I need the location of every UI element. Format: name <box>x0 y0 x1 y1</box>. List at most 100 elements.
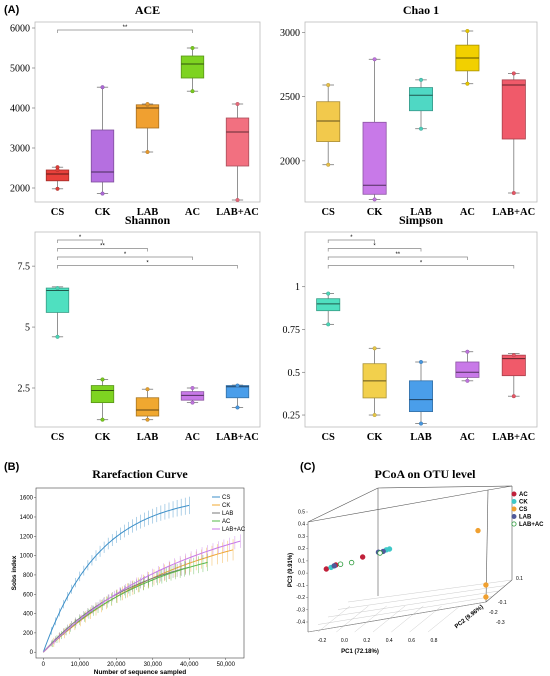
x-tick-label: 0.2 <box>363 638 370 644</box>
significance-label: ** <box>100 244 105 250</box>
panel-label-a: (A) <box>4 4 20 16</box>
box-ck <box>90 385 115 404</box>
y-axis-label: PC3 (9.91%) <box>288 553 294 587</box>
legend-label: LAB <box>222 511 233 517</box>
x-tick-label: 0.4 <box>386 638 393 644</box>
z-axis-label: PC2 (9.96%) <box>454 604 485 630</box>
category-label: AC <box>460 432 475 443</box>
significance-label: * <box>79 235 82 241</box>
point-ac <box>359 554 366 560</box>
y-tick-label: 2000 <box>10 184 30 195</box>
category-label: CS <box>51 432 65 443</box>
y-tick-label: 400 <box>23 612 34 618</box>
data-point <box>145 149 150 154</box>
data-point <box>235 405 240 410</box>
y-tick-label: 2.5 <box>18 384 31 395</box>
category-label: LAB+AC <box>216 432 259 443</box>
y-tick-label: 3000 <box>280 28 300 39</box>
data-point <box>55 286 60 291</box>
data-point <box>100 417 105 422</box>
y-tick-label: 0 <box>30 650 34 656</box>
x-tick-label: 20,000 <box>107 662 126 668</box>
cube-edge <box>377 485 513 489</box>
data-point <box>235 197 240 202</box>
x-tick-label: 10,000 <box>71 662 90 668</box>
y-tick-label: -0.4 <box>296 620 305 626</box>
y-tick-label: 1600 <box>20 496 34 502</box>
legend-label: LAB+AC <box>519 522 544 528</box>
significance-bracket <box>57 256 193 260</box>
y-tick-label: 0.5 <box>288 368 301 379</box>
box-lab <box>408 87 433 112</box>
z-tick-label: -0.1 <box>498 600 507 606</box>
significance-label: * <box>350 235 353 241</box>
legend-label: LAB+AC <box>222 527 246 533</box>
point-lab <box>331 563 337 569</box>
floor-grid-line <box>354 605 387 633</box>
category-label: LAB <box>137 207 159 218</box>
x-tick-label: -0.2 <box>318 638 327 644</box>
floor-grid-line <box>372 605 406 633</box>
data-point <box>326 162 331 167</box>
y-tick-label: 4000 <box>10 104 30 115</box>
chart-title: ACE <box>135 3 160 17</box>
box-ac <box>180 391 205 401</box>
category-label: LAB+AC <box>492 432 535 443</box>
significance-bracket <box>327 248 422 252</box>
x-tick-label: 0 <box>42 662 46 668</box>
category-label: CS <box>321 207 335 218</box>
y-axis-label: Sobs index <box>11 555 18 590</box>
significance-bracket <box>327 256 468 260</box>
series-line-lab-ac <box>42 540 241 653</box>
y-tick-label: 2500 <box>280 92 300 103</box>
chart-title: Shannon <box>125 213 171 227</box>
data-point <box>465 81 470 86</box>
panel-label-c: (C) <box>300 461 316 473</box>
category-label: CK <box>95 207 112 218</box>
category-label: CS <box>51 207 65 218</box>
data-point <box>326 291 331 296</box>
legend-label: AC <box>222 519 231 525</box>
series-line-ck <box>42 549 234 653</box>
data-point <box>372 346 377 351</box>
data-point <box>100 377 105 382</box>
floor-grid-line <box>337 585 506 610</box>
y-tick-label: 5 <box>25 323 30 334</box>
legend-marker <box>511 506 517 512</box>
box-ck <box>90 129 115 183</box>
category-label: AC <box>460 207 475 218</box>
significance-label: * <box>146 261 149 267</box>
legend-marker <box>511 498 517 504</box>
series-line-lab <box>42 566 190 653</box>
ace-boxplot: ACE 2000 3000 4000 5000 6000 CS CK LAB AC LAB+AC ** <box>10 3 261 218</box>
plot-frame <box>34 21 261 203</box>
y-tick-label: 800 <box>23 573 34 579</box>
legend-label: LAB <box>519 515 532 521</box>
category-label: LAB+AC <box>492 207 535 218</box>
data-point <box>190 89 195 94</box>
legend-label: CK <box>519 500 528 506</box>
data-point <box>465 29 470 34</box>
category-label: LAB <box>410 432 432 443</box>
point-lab-ac <box>337 561 344 567</box>
y-tick-label: 0.5 <box>298 510 305 516</box>
data-point <box>419 360 424 365</box>
y-tick-label: 0.2 <box>298 546 305 552</box>
category-label: CS <box>321 432 335 443</box>
significance-label: * <box>420 261 423 267</box>
box-ac <box>455 361 480 378</box>
legend-marker <box>511 514 517 520</box>
significance-bracket <box>327 239 375 243</box>
data-point <box>55 334 60 339</box>
point-cs <box>483 594 489 600</box>
data-point <box>326 82 331 87</box>
category-label: LAB <box>410 207 432 218</box>
y-tick-label: 600 <box>23 592 34 598</box>
category-label: LAB+AC <box>216 207 259 218</box>
category-label: CK <box>95 432 112 443</box>
y-tick-label: -0.2 <box>296 595 305 601</box>
category-label: AC <box>185 432 200 443</box>
point-lab-ac <box>377 550 383 556</box>
